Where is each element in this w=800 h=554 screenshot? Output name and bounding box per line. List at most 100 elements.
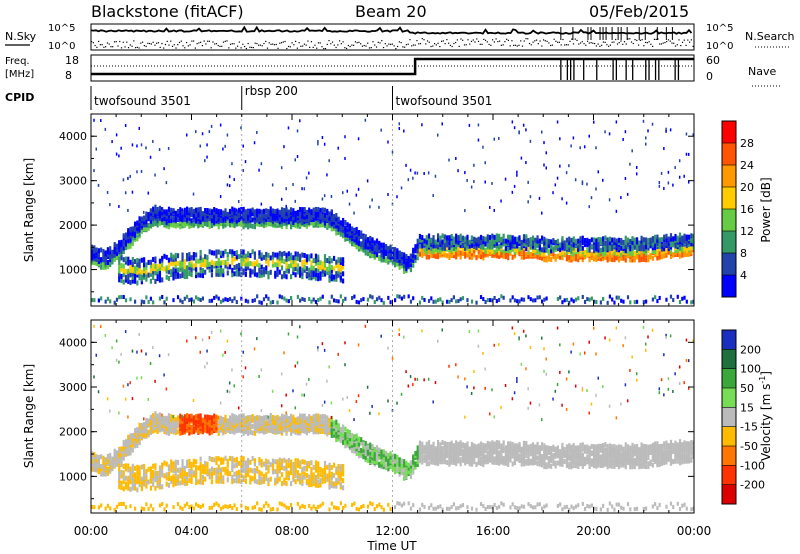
velocity-cell bbox=[256, 466, 259, 472]
power-cell bbox=[269, 300, 272, 305]
velocity-cell bbox=[181, 477, 184, 483]
velocity-cell bbox=[271, 458, 275, 464]
power-noise bbox=[635, 165, 638, 169]
power-cell bbox=[118, 264, 121, 270]
power-cell bbox=[206, 254, 209, 260]
power-cell bbox=[620, 255, 623, 261]
velocity-cell bbox=[215, 456, 218, 462]
power-cell bbox=[396, 257, 399, 263]
nsky-trace bbox=[90, 25, 693, 35]
nsearch-point bbox=[681, 41, 684, 43]
power-cell bbox=[617, 237, 621, 243]
power-heatmap bbox=[91, 114, 694, 306]
power-cell bbox=[260, 272, 263, 278]
power-noise bbox=[305, 176, 308, 180]
nsearch-point bbox=[356, 42, 358, 44]
nsearch-point bbox=[282, 41, 284, 43]
velocity-cell bbox=[176, 480, 180, 486]
power-cell bbox=[579, 236, 582, 242]
power-cell bbox=[326, 258, 329, 264]
power-cell bbox=[620, 245, 623, 251]
power-cell bbox=[667, 236, 670, 242]
power-cell bbox=[251, 217, 254, 223]
velocity-cell bbox=[131, 447, 134, 453]
power-noise bbox=[692, 133, 694, 137]
velocity-cell bbox=[140, 506, 143, 511]
velocity-cell bbox=[170, 467, 173, 473]
nsearch-point bbox=[599, 45, 601, 47]
power-cell bbox=[328, 256, 331, 262]
velocity-noise bbox=[118, 411, 120, 415]
power-cell bbox=[314, 260, 318, 266]
power-cell bbox=[152, 266, 155, 272]
power-noise bbox=[328, 159, 330, 163]
power-cell bbox=[611, 245, 614, 251]
nsearch-point bbox=[117, 45, 119, 47]
power-cell bbox=[208, 298, 211, 303]
power-noise bbox=[260, 202, 263, 206]
power-cell bbox=[375, 297, 379, 302]
power-noise bbox=[158, 148, 161, 152]
power-cell bbox=[222, 210, 225, 216]
velocity-cell bbox=[219, 467, 223, 473]
power-cell bbox=[145, 214, 148, 220]
power-cell bbox=[136, 280, 139, 286]
power-cell bbox=[475, 244, 478, 250]
power-cell bbox=[294, 211, 297, 217]
power-cell bbox=[301, 274, 304, 280]
power-cell bbox=[615, 238, 618, 244]
power-cell bbox=[423, 238, 426, 244]
power-cell bbox=[190, 267, 193, 273]
power-cell bbox=[667, 243, 670, 249]
nsearch-point bbox=[277, 47, 279, 49]
power-cell bbox=[127, 256, 130, 262]
power-cell bbox=[314, 299, 318, 304]
power-cell bbox=[226, 211, 229, 217]
velocity-cell bbox=[188, 472, 191, 478]
power-cell bbox=[147, 212, 150, 218]
velocity-cell bbox=[215, 501, 218, 506]
power-cell bbox=[265, 258, 268, 264]
power-cell bbox=[174, 259, 177, 265]
power-noise bbox=[237, 199, 240, 203]
velocity-cell bbox=[147, 429, 150, 435]
power-cell bbox=[676, 235, 679, 241]
power-cell bbox=[133, 271, 137, 277]
power-noise bbox=[608, 198, 611, 202]
power-cell bbox=[389, 251, 392, 257]
power-cell bbox=[156, 216, 159, 222]
power-noise bbox=[124, 124, 127, 128]
power-cell bbox=[645, 299, 648, 304]
nsearch-point bbox=[265, 40, 267, 43]
velocity-cell bbox=[154, 463, 157, 469]
velocity-noise bbox=[100, 325, 102, 329]
velocity-noise bbox=[165, 387, 168, 391]
power-noise bbox=[412, 176, 414, 180]
power-cell bbox=[170, 213, 173, 219]
power-noise bbox=[545, 151, 548, 155]
nsearch-point bbox=[229, 43, 232, 45]
power-cell bbox=[124, 277, 128, 283]
velocity-cell bbox=[210, 479, 214, 485]
power-cell bbox=[210, 213, 214, 219]
nsearch-point bbox=[409, 39, 411, 41]
power-cell bbox=[208, 223, 211, 229]
power-cell bbox=[405, 266, 408, 272]
nsearch-point bbox=[569, 40, 571, 42]
power-noise bbox=[337, 146, 339, 150]
power-cell bbox=[608, 243, 612, 249]
power-cell bbox=[507, 255, 510, 261]
power-cell bbox=[174, 268, 177, 274]
velocity-cell bbox=[192, 470, 195, 476]
nsearch-point bbox=[578, 43, 580, 45]
power-cell bbox=[570, 241, 573, 247]
velocity-noise bbox=[204, 365, 206, 369]
velocity-cell bbox=[197, 419, 200, 425]
power-cell bbox=[488, 239, 492, 245]
nsearch-point bbox=[497, 41, 499, 43]
velocity-cell bbox=[222, 466, 225, 472]
nsearch-point bbox=[207, 40, 209, 42]
power-cell bbox=[122, 245, 125, 251]
power-cell bbox=[161, 294, 164, 299]
power-noise bbox=[663, 147, 665, 151]
